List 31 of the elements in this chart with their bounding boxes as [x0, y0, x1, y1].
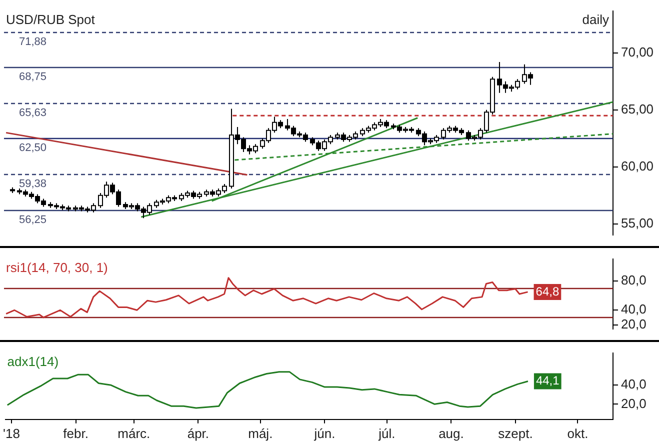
y-tick-label: 40,0 — [621, 376, 646, 392]
y-tick-label: 80,0 — [621, 272, 646, 288]
chart-title: rsi1(14, 70, 30, 1) — [6, 260, 108, 275]
x-tick-label: '18 — [3, 426, 20, 441]
ref-line-label: 68,75 — [19, 71, 47, 84]
y-tick-label: 55,00 — [621, 215, 654, 230]
ref-line-label: 71,88 — [19, 36, 47, 48]
chart-subtitle: daily — [582, 12, 610, 27]
y-tick-label: 40,0 — [621, 302, 646, 317]
ref-line-label: 56,25 — [19, 214, 47, 226]
x-tick-label: okt. — [567, 426, 588, 441]
ref-line-label: 59,38 — [19, 178, 47, 190]
annotation: 44,1 — [536, 374, 560, 388]
x-tick-label: jún. — [313, 426, 336, 441]
chart-title: adx1(14) — [7, 354, 59, 369]
y-tick-label: 65,00 — [621, 101, 654, 116]
x-tick-label: márc. — [118, 426, 150, 441]
ref-line-label: 65,63 — [19, 107, 47, 120]
y-tick-label: 20,0 — [621, 316, 646, 332]
x-tick-label: máj. — [248, 426, 273, 441]
ref-line-label: 62,50 — [19, 142, 47, 154]
annotation: 64,8 — [536, 284, 560, 298]
x-tick-label: júl. — [378, 426, 396, 441]
x-tick-label: ápr. — [187, 426, 210, 441]
y-tick-label: 20,0 — [621, 396, 646, 411]
y-tick-label: 70,00 — [621, 44, 654, 60]
x-tick-label: aug. — [438, 426, 464, 441]
y-tick-label: 60,00 — [621, 158, 654, 174]
chart-title: USD/RUB Spot — [6, 12, 96, 27]
x-tick-label: febr. — [63, 426, 88, 441]
x-tick-label: szept. — [498, 426, 533, 441]
